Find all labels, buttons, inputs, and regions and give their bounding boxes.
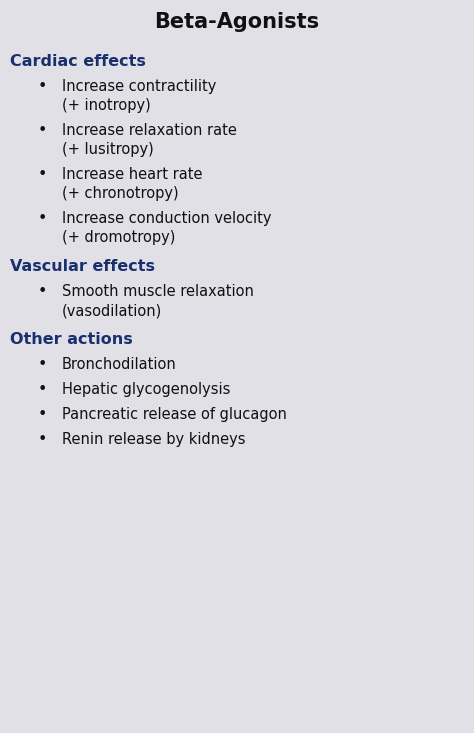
Text: •: •	[37, 211, 46, 226]
Text: Cardiac effects: Cardiac effects	[10, 54, 146, 69]
Text: •: •	[37, 407, 46, 422]
Text: Hepatic glycogenolysis: Hepatic glycogenolysis	[62, 382, 230, 397]
Text: •: •	[37, 432, 46, 447]
Text: Increase heart rate: Increase heart rate	[62, 167, 202, 182]
Text: (vasodilation): (vasodilation)	[62, 303, 162, 318]
Text: •: •	[37, 79, 46, 94]
Text: Vascular effects: Vascular effects	[10, 259, 155, 274]
Text: Increase relaxation rate: Increase relaxation rate	[62, 123, 237, 138]
Text: (+ chronotropy): (+ chronotropy)	[62, 186, 179, 201]
Text: Increase contractility: Increase contractility	[62, 79, 216, 94]
Text: Beta-Agonists: Beta-Agonists	[155, 12, 319, 32]
Text: •: •	[37, 167, 46, 182]
Text: Increase conduction velocity: Increase conduction velocity	[62, 211, 272, 226]
Text: Renin release by kidneys: Renin release by kidneys	[62, 432, 246, 447]
Text: •: •	[37, 357, 46, 372]
Text: Other actions: Other actions	[10, 332, 133, 347]
Text: Pancreatic release of glucagon: Pancreatic release of glucagon	[62, 407, 287, 422]
Text: (+ inotropy): (+ inotropy)	[62, 98, 151, 113]
Text: •: •	[37, 382, 46, 397]
Text: •: •	[37, 123, 46, 138]
Text: •: •	[37, 284, 46, 299]
Text: (+ dromotropy): (+ dromotropy)	[62, 230, 175, 245]
Text: (+ lusitropy): (+ lusitropy)	[62, 142, 154, 157]
Text: Smooth muscle relaxation: Smooth muscle relaxation	[62, 284, 254, 299]
Text: Bronchodilation: Bronchodilation	[62, 357, 177, 372]
